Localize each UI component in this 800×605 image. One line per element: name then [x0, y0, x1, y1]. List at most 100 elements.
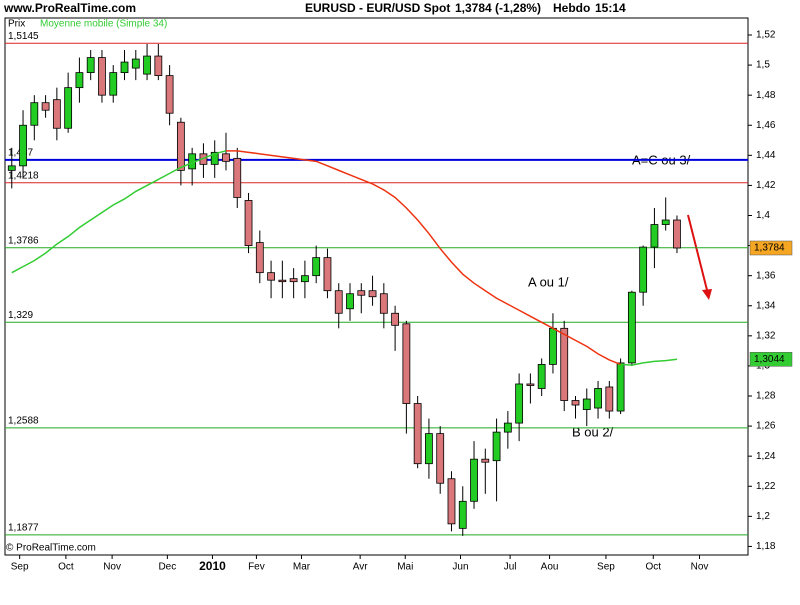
candle-body: [233, 157, 242, 198]
price-tag: [749, 352, 793, 367]
candle-body: [120, 61, 129, 74]
candle-body: [244, 200, 253, 246]
candle-body: [470, 458, 478, 502]
candle-body: [346, 293, 354, 310]
level-label: 1,329: [8, 310, 33, 321]
candle-body: [368, 290, 377, 298]
time: 15:14: [595, 1, 626, 15]
x-tick-label: Dec: [158, 562, 176, 573]
candle-body: [425, 433, 433, 465]
candle-body: [312, 257, 321, 277]
x-tick-label: Jun: [452, 562, 468, 573]
y-tick-label: 1,22: [756, 481, 776, 492]
candle-body: [154, 55, 163, 77]
indicator-legend: Moyenne mobile (Simple 34): [40, 19, 167, 30]
candle-body: [379, 293, 388, 314]
chart-title: EURUSD - EUR/USD Spot: [305, 1, 450, 15]
y-tick-label: 1,24: [756, 451, 776, 462]
quote: 1,3784 (-1,28%): [455, 1, 541, 15]
candle-body: [323, 257, 332, 292]
x-tick-label: 2010: [199, 559, 226, 573]
candle-body: [30, 102, 39, 126]
level-label: 1,5145: [8, 31, 39, 42]
copyright: © ProRealTime.com: [6, 543, 96, 554]
candle-body: [75, 72, 84, 89]
period: Hebdo: [553, 1, 590, 15]
plot-layer: 1,181,21,221,241,261,281,31,321,341,361,…: [5, 30, 793, 573]
candle-body: [357, 290, 366, 296]
moving-average: [11, 150, 227, 274]
candle-body: [549, 327, 557, 365]
candle-body: [210, 151, 219, 165]
candle-body: [402, 323, 411, 404]
candle-body: [560, 327, 569, 401]
price-tag: [749, 240, 793, 256]
candle-body: [526, 383, 535, 386]
candle-body: [176, 121, 185, 171]
price-tag-label: 1,3784: [754, 243, 785, 254]
y-label: Prix: [8, 19, 25, 30]
x-tick-label: Fev: [248, 562, 265, 573]
level-label: 1,1877: [8, 522, 39, 533]
candle-body: [650, 224, 659, 248]
y-tick-label: 1,34: [756, 300, 776, 311]
candle-body: [639, 246, 648, 293]
candle-body: [52, 99, 61, 129]
candle-body: [673, 219, 681, 249]
y-tick-label: 1,36: [756, 270, 776, 281]
y-tick-label: 1,28: [756, 391, 776, 402]
candle-body: [661, 219, 670, 225]
candle-body: [289, 278, 298, 283]
moving-average: [620, 358, 678, 366]
plot-frame: [4, 17, 749, 556]
candle-body: [267, 272, 275, 281]
x-tick-label: Mai: [397, 562, 413, 573]
x-tick-label: Mar: [293, 562, 311, 573]
candle-body: [492, 431, 501, 462]
annotation: B ou 2/: [572, 424, 614, 439]
x-tick-label: Sep: [11, 562, 29, 573]
x-tick-label: Aou: [541, 562, 559, 573]
candle-body: [413, 403, 422, 465]
candle-body: [165, 75, 174, 114]
y-tick-label: 1,26: [756, 421, 776, 432]
candle-body: [515, 383, 524, 424]
candle-body: [594, 388, 602, 409]
candle-body: [436, 433, 445, 484]
candle-body: [19, 124, 27, 167]
candle-body: [627, 291, 636, 364]
candle-body: [301, 275, 309, 283]
y-tick-label: 1,5: [756, 60, 770, 71]
x-tick-label: Oct: [58, 562, 74, 573]
x-tick-label: Nov: [691, 562, 709, 573]
moving-average: [225, 150, 621, 366]
y-tick-label: 1,46: [756, 120, 776, 131]
candle-body: [503, 422, 512, 433]
candle-body: [481, 458, 490, 463]
candle-body: [391, 312, 399, 326]
y-tick-label: 1,2: [756, 511, 770, 522]
y-tick-label: 1,44: [756, 150, 776, 161]
candle-body: [458, 500, 467, 529]
candle-body: [143, 55, 151, 75]
arrow-head: [702, 289, 712, 300]
level-label: 1,2588: [8, 416, 39, 427]
candle-body: [571, 400, 580, 406]
candle-body: [222, 153, 230, 162]
candle-body: [278, 279, 287, 283]
candle-body: [616, 362, 625, 412]
candle-body: [334, 290, 343, 314]
candle-body: [582, 398, 591, 410]
candle-body: [86, 57, 95, 74]
y-tick-label: 1,42: [756, 180, 776, 191]
x-tick-label: Avr: [353, 562, 368, 573]
candle-body: [605, 386, 614, 412]
annotation: A ou 1/: [528, 274, 569, 289]
candle-body: [64, 87, 73, 129]
arrow: [687, 214, 708, 291]
y-tick-label: 1,32: [756, 330, 776, 341]
price-tag-label: 1,3044: [754, 354, 785, 365]
x-tick-label: Nov: [103, 562, 121, 573]
